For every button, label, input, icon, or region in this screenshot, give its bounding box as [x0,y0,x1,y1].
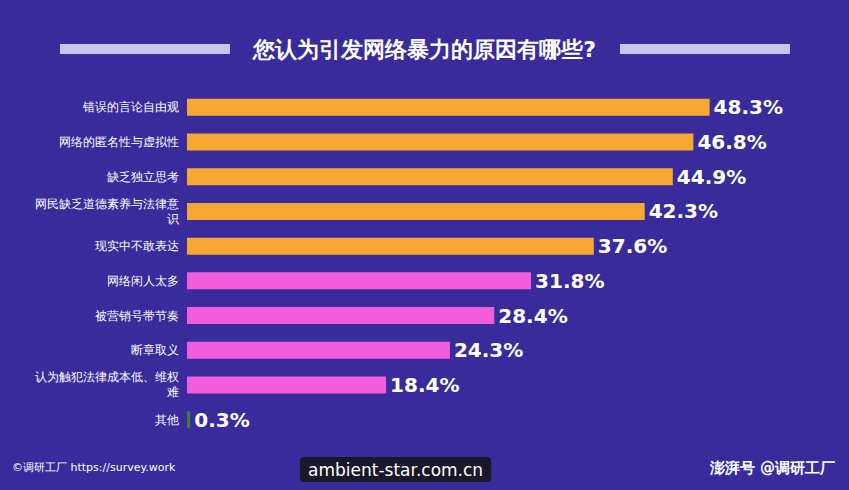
svg-text:31.8%: 31.8% [535,269,604,293]
svg-text:认为触犯法律成本低、维权: 认为触犯法律成本低、维权 [35,370,179,384]
svg-text:被营销号带节奏: 被营销号带节奏 [95,309,179,323]
svg-text:其他: 其他 [155,413,179,427]
svg-text:42.3%: 42.3% [649,199,718,223]
svg-text:网络闲人太多: 网络闲人太多 [107,274,179,288]
svg-text:28.4%: 28.4% [498,304,567,328]
svg-text:网络的匿名性与虚拟性: 网络的匿名性与虚拟性 [59,135,179,149]
svg-text:44.9%: 44.9% [677,165,746,189]
svg-text:0.3%: 0.3% [194,408,249,432]
svg-text:网民缺乏道德素养与法律意: 网民缺乏道德素养与法律意 [35,197,179,211]
svg-text:©调研工厂 https://survey.work: ©调研工厂 https://survey.work [12,461,176,474]
svg-text:48.3%: 48.3% [714,95,783,119]
svg-text:ambient-star.com.cn: ambient-star.com.cn [308,460,483,480]
svg-text:18.4%: 18.4% [390,373,459,397]
svg-text:澎湃号 @调研工厂: 澎湃号 @调研工厂 [709,459,835,477]
svg-text:现实中不敢表达: 现实中不敢表达 [95,239,179,253]
svg-text:37.6%: 37.6% [598,234,667,258]
svg-text:缺乏独立思考: 缺乏独立思考 [107,170,179,184]
svg-text:46.8%: 46.8% [697,130,766,154]
svg-text:识: 识 [167,212,179,226]
svg-text:24.3%: 24.3% [454,338,523,362]
svg-text:错误的言论自由观: 错误的言论自由观 [82,100,179,114]
svg-text:您认为引发网络暴力的原因有哪些?: 您认为引发网络暴力的原因有哪些? [252,37,596,62]
svg-text:难: 难 [166,385,179,399]
svg-text:断章取义: 断章取义 [131,343,179,357]
